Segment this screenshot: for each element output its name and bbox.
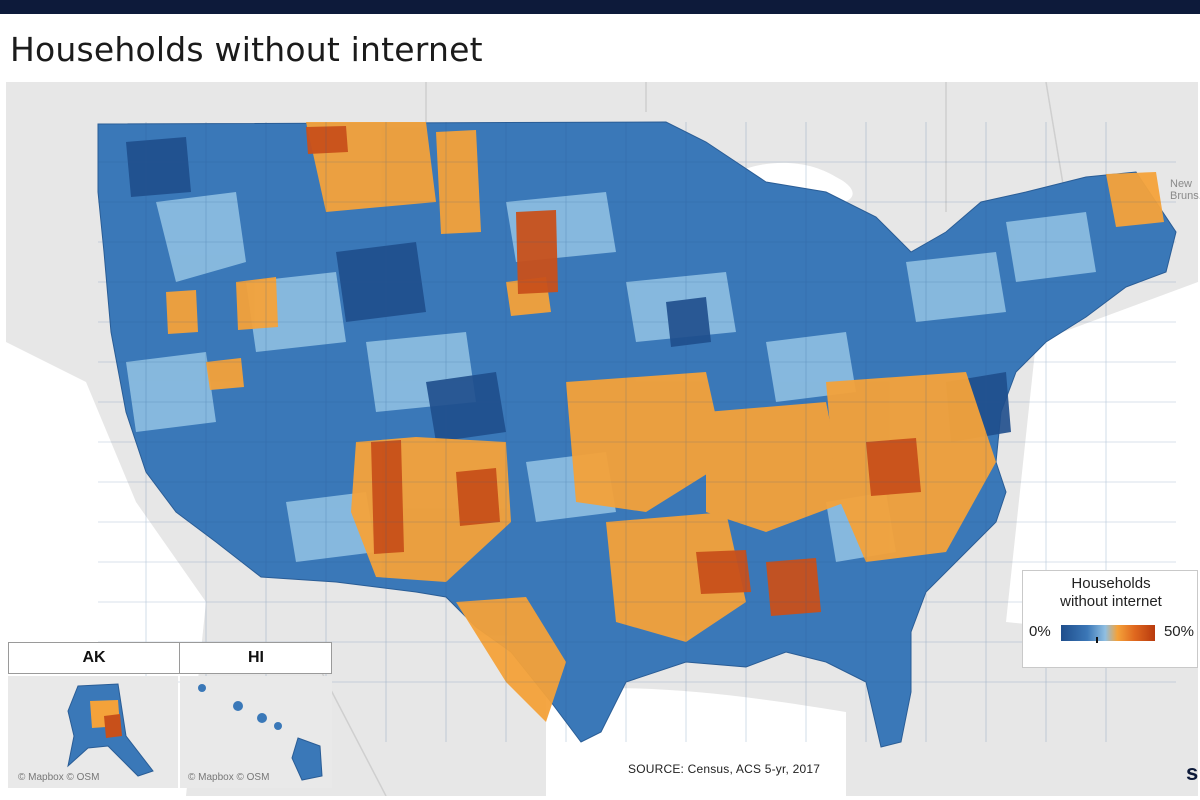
hawaii-credit: © Mapbox © OSM (188, 772, 270, 783)
map-canvas[interactable] (6, 82, 1198, 796)
hawaii-inset-map[interactable]: © Mapbox © OSM (180, 676, 332, 788)
border-line (305, 82, 1067, 796)
alaska-darkorange (104, 714, 122, 738)
legend-min-label: 0% (1029, 623, 1051, 640)
legend-max-label: 50% (1163, 623, 1194, 640)
new-brunswick-label: New Bruns... (1170, 178, 1200, 202)
inset-divider (179, 643, 180, 673)
ocean-atlantic (1006, 282, 1198, 642)
legend-color-bar (1061, 625, 1155, 641)
brand-glyph: s (1186, 760, 1199, 785)
legend-scale: 0% 50% (1023, 623, 1199, 643)
county-patches-orange (166, 122, 1164, 722)
hawaii-island-3 (257, 713, 267, 723)
legend-tick (1096, 637, 1098, 643)
county-patches-darkorange (306, 126, 921, 616)
hawaii-big-island (291, 737, 323, 781)
legend-title-line1: Households (1071, 575, 1151, 592)
map-legend: Households without internet 0% 50% (1022, 570, 1198, 668)
hawaii-svg (198, 684, 323, 781)
alaska-inset-map[interactable]: © Mapbox © OSM (8, 676, 178, 788)
top-banner (0, 0, 1200, 14)
hawaii-island-1 (198, 684, 206, 692)
hawaii-inset-label: HI (248, 649, 264, 666)
county-grid (98, 122, 1176, 742)
ocean-gulf (546, 688, 846, 796)
hawaii-island-2 (233, 701, 243, 711)
map-title: Households without internet (10, 30, 483, 69)
legend-title: Households without internet (1023, 575, 1199, 611)
alaska-credit: © Mapbox © OSM (18, 772, 100, 783)
alaska-svg (67, 683, 154, 777)
alaska-inset-label: AK (82, 649, 106, 666)
map-svg (6, 82, 1198, 796)
source-note: SOURCE: Census, ACS 5-yr, 2017 (628, 762, 821, 776)
hawaii-island-4 (274, 722, 282, 730)
legend-title-line2: without internet (1060, 593, 1162, 610)
inset-header: AK HI (8, 642, 332, 674)
